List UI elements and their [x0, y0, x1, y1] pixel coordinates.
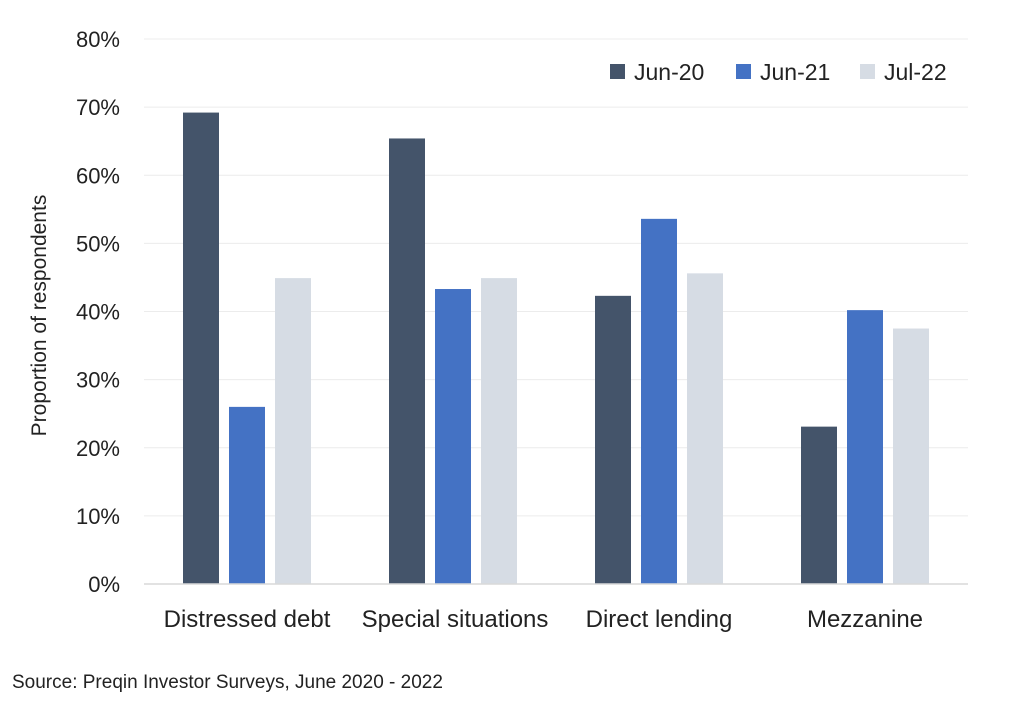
bars [183, 112, 929, 584]
bar-jul-22-distressed-debt [275, 278, 311, 584]
x-category-label: Special situations [362, 606, 549, 633]
legend-label-jul-22: Jul-22 [884, 59, 947, 85]
y-tick-label: 70% [76, 95, 120, 120]
y-tick-label: 0% [88, 572, 120, 597]
x-category-label: Direct lending [586, 606, 733, 633]
bar-jun-20-special-situations [389, 138, 425, 584]
y-axis-title: Proportion of respondents [28, 195, 51, 437]
y-tick-label: 40% [76, 300, 120, 325]
y-tick-label: 10% [76, 504, 120, 529]
bar-jun-21-distressed-debt [229, 406, 265, 584]
y-tick-label: 20% [76, 436, 120, 461]
x-category-label: Distressed debt [164, 606, 331, 633]
y-tick-label: 80% [76, 27, 120, 52]
bar-jun-20-mezzanine [801, 426, 837, 584]
y-tick-label: 60% [76, 163, 120, 188]
source-note: Source: Preqin Investor Surveys, June 20… [12, 672, 443, 693]
y-tick-label: 50% [76, 231, 120, 256]
bar-jul-22-mezzanine [893, 328, 929, 584]
bar-jun-20-direct-lending [595, 295, 631, 584]
legend-label-jun-20: Jun-20 [634, 59, 704, 85]
bar-jul-22-special-situations [481, 278, 517, 584]
y-axis-tick-labels: 0% 10% 20% 30% 40% 50% 60% 70% 80% [76, 27, 120, 597]
legend-label-jun-21: Jun-21 [760, 59, 830, 85]
legend-swatch-jun-20 [610, 64, 625, 79]
bar-jun-21-special-situations [435, 289, 471, 584]
legend: Jun-20 Jun-21 Jul-22 [610, 59, 947, 85]
bar-jun-21-direct-lending [641, 218, 677, 584]
bar-jun-21-mezzanine [847, 310, 883, 584]
bar-jul-22-direct-lending [687, 273, 723, 584]
x-axis-category-labels: Distressed debt Special situations Direct … [164, 606, 923, 633]
bar-jun-20-distressed-debt [183, 112, 219, 584]
y-tick-label: 30% [76, 368, 120, 393]
gridlines [144, 38, 968, 517]
x-category-label: Mezzanine [807, 606, 923, 633]
legend-swatch-jun-21 [736, 64, 751, 79]
legend-swatch-jul-22 [860, 64, 875, 79]
